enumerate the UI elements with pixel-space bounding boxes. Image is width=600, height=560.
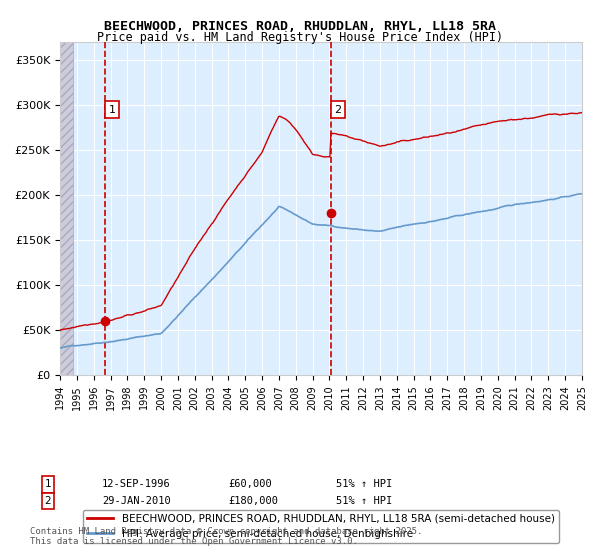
Legend: BEECHWOOD, PRINCES ROAD, RHUDDLAN, RHYL, LL18 5RA (semi-detached house), HPI: Av: BEECHWOOD, PRINCES ROAD, RHUDDLAN, RHYL,… xyxy=(83,510,559,543)
Text: 29-JAN-2010: 29-JAN-2010 xyxy=(102,496,171,506)
Text: 2: 2 xyxy=(44,496,52,506)
Bar xyxy=(60,42,73,375)
Text: 2: 2 xyxy=(334,105,341,115)
Text: 12-SEP-1996: 12-SEP-1996 xyxy=(102,479,171,489)
Text: 1: 1 xyxy=(44,479,52,489)
Text: BEECHWOOD, PRINCES ROAD, RHUDDLAN, RHYL, LL18 5RA: BEECHWOOD, PRINCES ROAD, RHUDDLAN, RHYL,… xyxy=(104,20,496,32)
Text: Contains HM Land Registry data © Crown copyright and database right 2025.
This d: Contains HM Land Registry data © Crown c… xyxy=(30,526,422,546)
Text: 51% ↑ HPI: 51% ↑ HPI xyxy=(336,479,392,489)
Text: Price paid vs. HM Land Registry's House Price Index (HPI): Price paid vs. HM Land Registry's House … xyxy=(97,31,503,44)
Text: £180,000: £180,000 xyxy=(228,496,278,506)
Text: 1: 1 xyxy=(109,105,116,115)
Text: 51% ↑ HPI: 51% ↑ HPI xyxy=(336,496,392,506)
Text: £60,000: £60,000 xyxy=(228,479,272,489)
